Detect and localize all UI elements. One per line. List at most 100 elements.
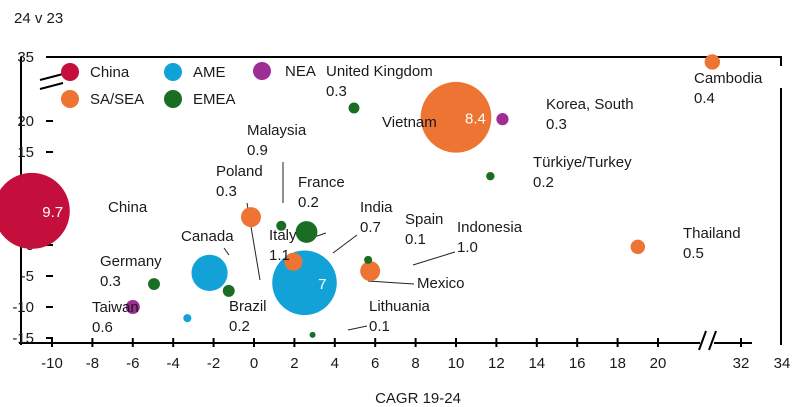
leader-line	[412, 251, 456, 266]
country-value-label: 0.3	[100, 273, 121, 290]
point-labels: United Kingdom 0.3 Malaysia 0.9 Poland 0.3 Fra…	[92, 63, 763, 336]
x-tick-label: 18	[609, 355, 626, 372]
bubble-emea	[486, 171, 495, 181]
x-tick-label: 10	[448, 355, 465, 372]
country-label: Taiwan	[92, 299, 139, 316]
bubble-ame	[183, 314, 192, 323]
x-tick-label: 0	[250, 355, 258, 372]
bubble-value-label: 8.4	[465, 110, 486, 127]
x-tick-label: 14	[528, 355, 545, 372]
country-value-label: 0.3	[326, 83, 347, 100]
bubble-nea	[496, 113, 509, 126]
country-value-label: 0.3	[216, 183, 237, 200]
country-value-label: 1.0	[457, 239, 478, 256]
legend-label: EMEA	[193, 91, 236, 108]
bubble-ame	[191, 254, 228, 291]
country-label: Thailand	[683, 225, 741, 242]
legend: China SA/SEA AME EMEA NEA	[61, 62, 316, 108]
x-tick-label: -2	[207, 355, 220, 372]
country-label: Canada	[181, 228, 234, 245]
bubble-china	[0, 172, 70, 249]
bubble-sa-sea	[284, 252, 303, 271]
x-axis-label: CAGR 19-24	[375, 390, 461, 407]
legend-label: SA/SEA	[90, 91, 144, 108]
country-value-label: 0.9	[247, 142, 268, 159]
y-tick-label: -15	[12, 330, 34, 347]
x-tick-label: 20	[650, 355, 667, 372]
legend-marker-emea	[164, 90, 182, 108]
bubble-nea	[125, 299, 140, 315]
country-value-label: 0.6	[92, 319, 113, 336]
bubble-sa-sea	[704, 54, 721, 70]
x-tick-label: -10	[41, 355, 63, 372]
bubble-emea	[222, 284, 235, 297]
y-tick-label: 15	[17, 144, 34, 161]
bubble-emea	[364, 255, 373, 264]
x-tick-label: 34	[774, 355, 791, 372]
country-value-label: 0.7	[360, 219, 381, 236]
legend-marker-ame	[164, 63, 182, 81]
country-label: Spain	[405, 211, 443, 228]
country-label: France	[298, 174, 345, 191]
country-label: Brazil	[229, 298, 267, 315]
bubble-sa-sea	[360, 261, 381, 282]
legend-marker-sa-sea	[61, 90, 79, 108]
country-label: Türkiye/Turkey	[533, 154, 632, 171]
legend-marker-nea	[253, 62, 271, 80]
country-value-label: 0.4	[694, 90, 715, 107]
y-tick-label: 35	[17, 49, 34, 66]
bubble-value-label: 9.7	[42, 204, 63, 221]
legend-marker-china	[61, 63, 79, 81]
country-value-label: 0.2	[229, 318, 250, 335]
x-tick-label: -8	[86, 355, 99, 372]
country-label: Vietnam	[382, 114, 437, 131]
country-label: Italy	[269, 227, 297, 244]
country-value-label: 0.3	[546, 116, 567, 133]
country-label: Malaysia	[247, 122, 307, 139]
leader-line	[347, 325, 368, 331]
country-label: Cambodia	[694, 70, 763, 87]
leader-line	[367, 280, 415, 285]
bubble-emea	[309, 331, 316, 338]
x-tick-label: 8	[411, 355, 419, 372]
legend-label: AME	[193, 64, 226, 81]
bubble-emea	[295, 221, 318, 243]
x-tick-label: -4	[167, 355, 180, 372]
bubble-sa-sea	[240, 207, 261, 228]
country-value-label: 0.5	[683, 245, 704, 262]
country-label: Poland	[216, 163, 263, 180]
chart-title: 24 v 23	[14, 10, 63, 27]
country-value-label: 0.2	[298, 194, 319, 211]
y-tick-label: -10	[12, 299, 34, 316]
y-tick-label: 20	[17, 113, 34, 130]
x-tick-label: 32	[733, 355, 750, 372]
bubble-emea	[348, 102, 360, 114]
country-label: Mexico	[417, 275, 465, 292]
y-axis-break-icon	[39, 82, 64, 90]
x-tick-label: 16	[569, 355, 586, 372]
y-tick-label: -5	[21, 268, 34, 285]
x-axis-break-icon	[708, 330, 717, 351]
country-label: Korea, South	[546, 96, 634, 113]
bubble-emea	[148, 278, 160, 291]
country-label: India	[360, 199, 393, 216]
country-value-label: 0.1	[405, 231, 426, 248]
x-tick-label: -6	[126, 355, 139, 372]
country-value-label: 0.2	[533, 174, 554, 191]
legend-label: China	[90, 64, 130, 81]
leader-line	[332, 234, 358, 254]
country-label: Germany	[100, 253, 162, 270]
data-points: 9.7 8.4 7	[0, 54, 721, 338]
country-value-label: 1.1	[269, 247, 290, 264]
country-value-label: 0.1	[369, 318, 390, 335]
country-label: China	[108, 199, 148, 216]
country-label: Lithuania	[369, 298, 431, 315]
bubble-sa-sea	[630, 239, 646, 255]
bubble-sa-sea	[420, 81, 492, 153]
bubble-emea	[276, 220, 287, 231]
bubble-value-label: 7	[318, 276, 326, 293]
country-label: United Kingdom	[326, 63, 433, 80]
x-tick-label: 6	[371, 355, 379, 372]
country-label: Indonesia	[457, 219, 523, 236]
